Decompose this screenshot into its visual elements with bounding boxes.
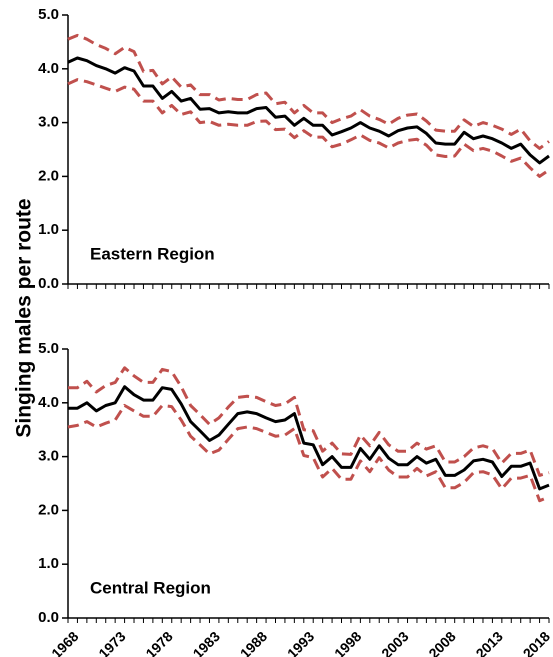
- y-tick-label: 5.0: [38, 340, 59, 357]
- y-tick-label: 0.0: [38, 275, 59, 292]
- chart-panel-2: 0.0 1.0 2.0 3.0 4.0 5.0 Central Region: [38, 340, 550, 626]
- series-line-lower-95-ci: [67, 78, 550, 178]
- series-line-lower-95-ci: [67, 404, 550, 503]
- x-tick-label: 1968: [48, 628, 81, 657]
- x-tick-label: 1998: [331, 628, 364, 657]
- chart-panel-1: 0.0 1.0 2.0 3.0 4.0 5.0 Eastern Region: [38, 6, 550, 292]
- y-tick-label: 4.0: [38, 394, 59, 411]
- x-tick-label: 1978: [142, 628, 175, 657]
- x-tick-label: 1983: [190, 628, 223, 657]
- x-tick-labels: 1968 1973 1978 1983 1988 1993 1998 2003 2008 2013…: [48, 628, 553, 657]
- x-tick-label: 1993: [284, 628, 317, 657]
- y-tick-label: 5.0: [38, 6, 59, 23]
- y-tick-label: 1.0: [38, 555, 59, 572]
- y-axis-label: Singing males per route: [13, 198, 36, 437]
- panel-label: Eastern Region: [90, 244, 215, 263]
- y-tick-label: 4.0: [38, 60, 59, 77]
- y-tick-label: 3.0: [38, 448, 59, 465]
- x-tick-label: 2003: [378, 628, 411, 657]
- series-line-upper-95-ci: [68, 366, 550, 477]
- panel-label: Central Region: [90, 578, 211, 597]
- y-tick-label: 2.0: [38, 167, 59, 184]
- x-tick-label: 2018: [520, 628, 553, 657]
- x-tick-label: 1973: [95, 628, 128, 657]
- x-tick-label: 2013: [473, 628, 506, 657]
- y-tick-label: 0.0: [38, 609, 59, 626]
- series-line-index: [67, 56, 550, 165]
- series-line-index: [68, 385, 550, 491]
- y-tick-label: 1.0: [38, 221, 59, 238]
- x-tick-label: 1988: [237, 628, 270, 657]
- y-tick-label: 3.0: [38, 114, 59, 131]
- x-tick-label: 2008: [425, 628, 458, 657]
- series-line-upper-95-ci: [67, 33, 550, 150]
- y-tick-label: 2.0: [38, 501, 59, 518]
